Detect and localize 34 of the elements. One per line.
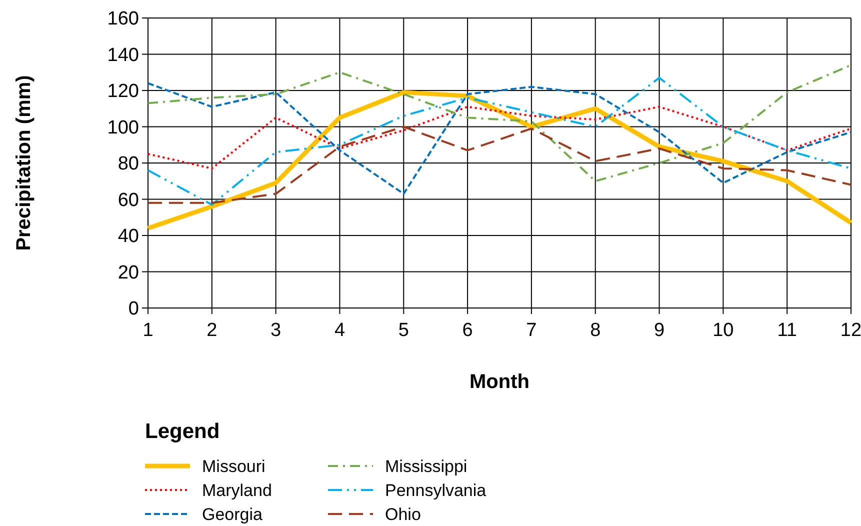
y-tick-label: 20: [118, 262, 139, 284]
x-tick-label: 8: [590, 320, 601, 341]
y-tick-label: 80: [118, 154, 139, 175]
x-tick-label: 6: [462, 320, 473, 341]
y-tick-label: 100: [107, 117, 139, 138]
legend-label: Missouri: [202, 456, 266, 476]
y-tick-label: 60: [118, 190, 139, 211]
line-series: [147, 126, 852, 204]
legend-label: Maryland: [202, 480, 272, 500]
y-tick-label: 120: [107, 81, 139, 102]
legend-title: Legend: [145, 420, 220, 443]
x-tick-label: 4: [334, 320, 346, 341]
legend-label: Pennsylvania: [385, 480, 487, 500]
y-tick-label: 160: [107, 8, 139, 30]
x-tick-label: 2: [206, 320, 218, 341]
x-tick-label: 9: [654, 320, 665, 341]
x-tick-label: 1: [142, 320, 154, 341]
x-tick-label: 12: [840, 320, 861, 341]
legend-label: Georgia: [202, 504, 264, 524]
line-series: [146, 90, 854, 230]
line-series: [147, 106, 852, 170]
x-tick-label: 7: [526, 320, 537, 341]
legend-label: Mississippi: [385, 456, 468, 476]
x-axis-title: Month: [470, 371, 530, 393]
x-tick-label: 10: [712, 320, 734, 341]
y-tick-label: 40: [118, 226, 139, 248]
y-axis-title: Precipitation (mm): [13, 75, 35, 251]
x-tick-label: 3: [270, 320, 282, 341]
legend-label: Ohio: [385, 504, 421, 524]
y-tick-label: 0: [128, 298, 139, 320]
x-tick-label: 5: [398, 320, 409, 341]
y-tick-label: 140: [107, 44, 139, 66]
x-tick-label: 11: [777, 320, 797, 341]
line-series: [147, 64, 852, 182]
